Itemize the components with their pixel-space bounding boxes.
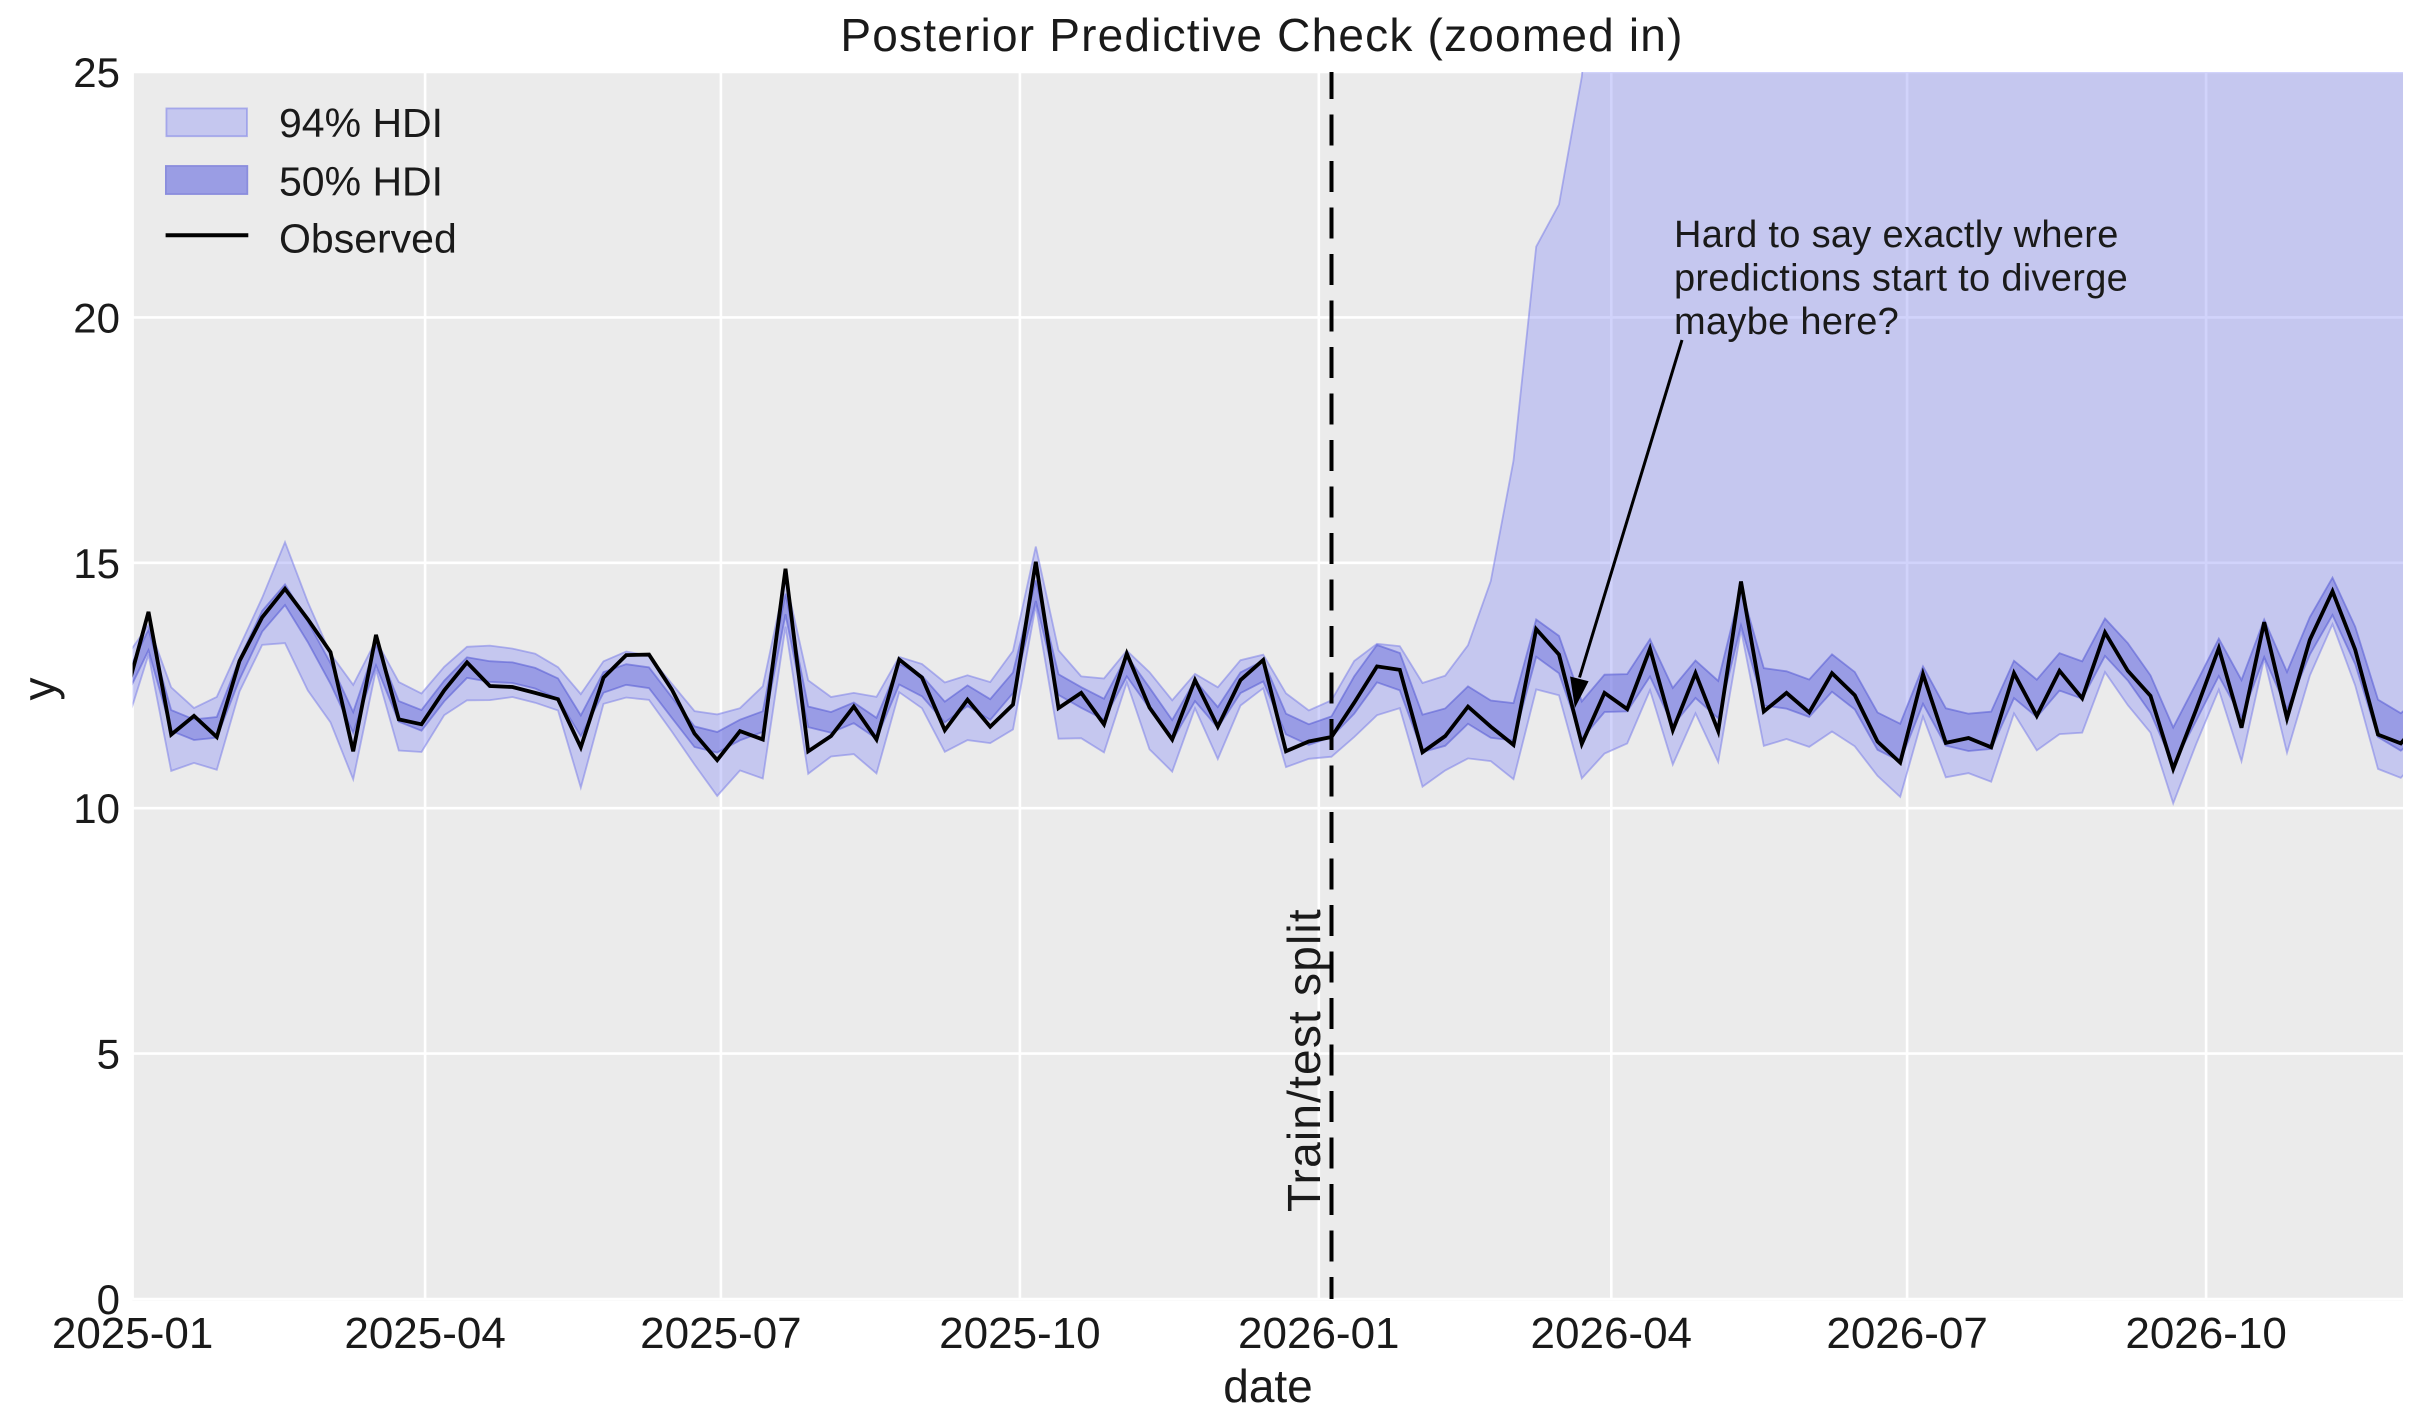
svg-text:94% HDI: 94% HDI	[279, 100, 443, 146]
svg-text:Observed: Observed	[279, 216, 457, 262]
svg-text:y: y	[13, 678, 65, 701]
svg-text:25: 25	[73, 49, 120, 96]
svg-text:20: 20	[73, 294, 120, 341]
svg-text:2026-07: 2026-07	[1826, 1309, 1987, 1358]
svg-text:0: 0	[97, 1276, 120, 1323]
svg-text:50% HDI: 50% HDI	[279, 159, 443, 205]
svg-text:predictions start to diverge: predictions start to diverge	[1674, 258, 2128, 300]
svg-text:10: 10	[73, 785, 120, 832]
svg-text:2025-10: 2025-10	[939, 1309, 1100, 1358]
svg-text:Posterior Predictive Check (zo: Posterior Predictive Check (zoomed in)	[840, 9, 1683, 61]
svg-text:Train/test split: Train/test split	[1278, 908, 1330, 1212]
svg-text:Hard to say exactly where: Hard to say exactly where	[1674, 214, 2119, 256]
svg-text:date: date	[1223, 1360, 1313, 1412]
svg-text:2026-01: 2026-01	[1238, 1309, 1399, 1358]
svg-text:2026-10: 2026-10	[2125, 1309, 2286, 1358]
svg-text:2025-01: 2025-01	[52, 1309, 213, 1358]
svg-text:15: 15	[73, 540, 120, 587]
svg-text:maybe here?: maybe here?	[1674, 301, 1899, 343]
svg-text:2025-04: 2025-04	[344, 1309, 505, 1358]
svg-text:2025-07: 2025-07	[640, 1309, 801, 1358]
svg-text:5: 5	[97, 1031, 120, 1078]
svg-text:2026-04: 2026-04	[1531, 1309, 1692, 1358]
